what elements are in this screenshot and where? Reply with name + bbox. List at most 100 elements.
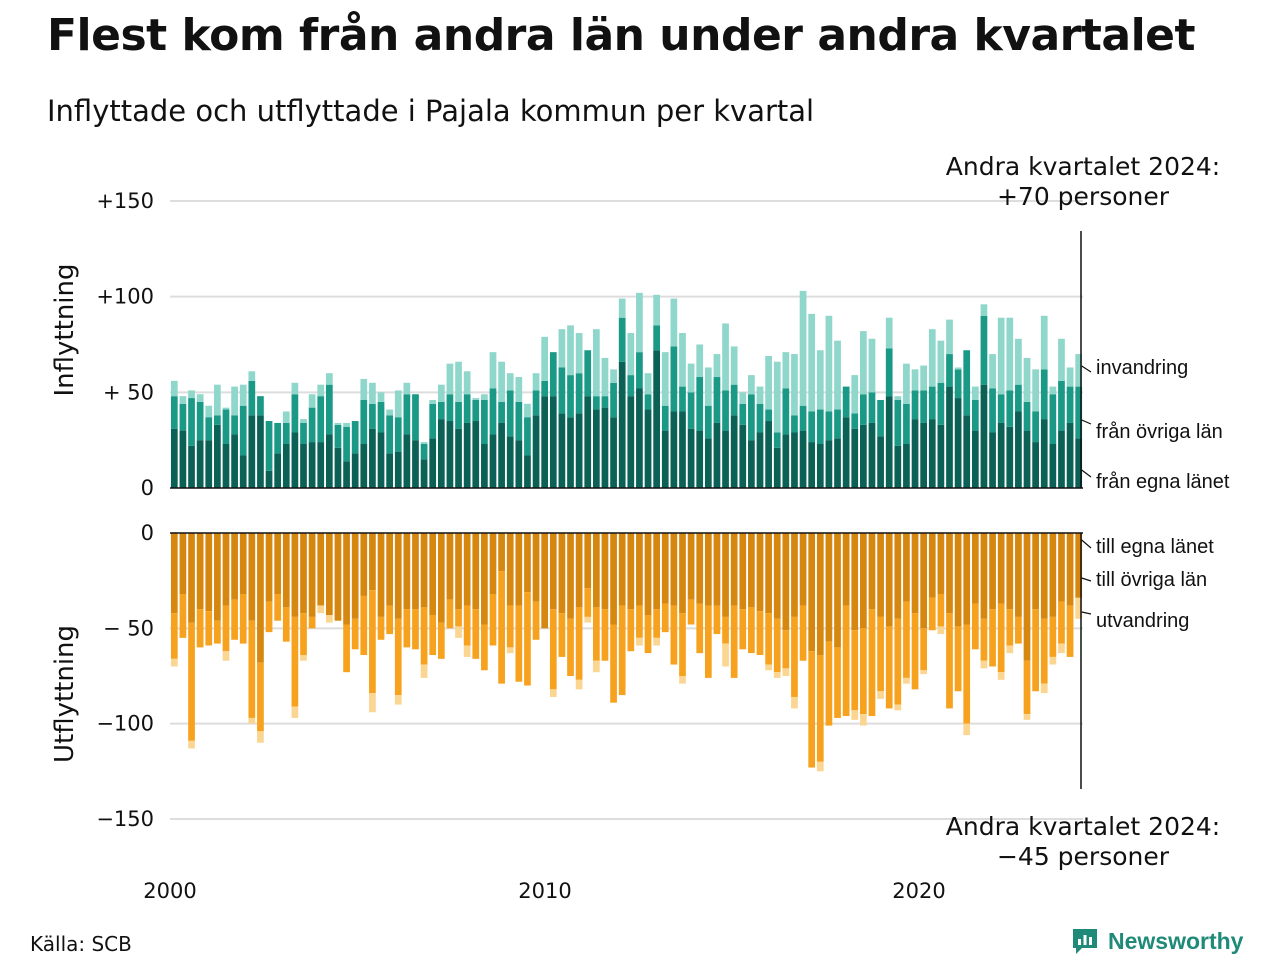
bar-in-1 (584, 350, 592, 397)
bar-in-2 (472, 398, 480, 400)
bar-out-0 (498, 533, 505, 572)
bar-out-0 (282, 533, 290, 608)
bar-out-2 (937, 626, 945, 635)
bar-out-0 (265, 533, 273, 602)
bar-in-0 (265, 470, 273, 488)
bar-in-2 (920, 365, 928, 391)
label-leader (1081, 365, 1092, 373)
bar-out-2 (894, 704, 902, 711)
bar-in-2 (567, 325, 574, 376)
bar-out-0 (1023, 533, 1031, 661)
bar-in-2 (928, 329, 936, 387)
bar-in-1 (636, 352, 643, 389)
bar-in-1 (937, 382, 945, 425)
bar-in-0 (515, 440, 523, 488)
bar-out-1 (670, 605, 678, 665)
bar-in-0 (524, 455, 531, 488)
bar-in-2 (1006, 317, 1014, 391)
bar-in-0 (394, 451, 402, 488)
bar-in-2 (679, 333, 686, 387)
brand-name: Newsworthy (1108, 927, 1244, 954)
bar-out-1 (997, 603, 1005, 673)
bar-out-2 (963, 723, 971, 736)
bar-out-0 (334, 533, 342, 621)
y-tick-bottom: −150 (96, 807, 154, 831)
bar-in-2 (498, 361, 505, 402)
bar-in-0 (679, 411, 686, 488)
bar-in-2 (610, 369, 617, 383)
series-label: från egna länet (1096, 471, 1230, 493)
bar-in-0 (420, 459, 428, 488)
bar-in-0 (860, 424, 867, 488)
bar-in-0 (601, 407, 609, 488)
bar-in-2 (317, 384, 325, 397)
bar-out-1 (980, 618, 988, 661)
bar-in-2 (748, 375, 755, 395)
bar-in-0 (842, 417, 850, 488)
bar-in-1 (515, 401, 523, 441)
bar-in-2 (851, 375, 859, 414)
bar-out-1 (455, 609, 462, 627)
bar-out-0 (360, 533, 368, 596)
bar-out-0 (437, 533, 445, 623)
bar-out-2 (300, 655, 307, 661)
bar-in-1 (791, 415, 798, 433)
bar-in-2 (885, 317, 893, 349)
bar-out-0 (937, 533, 945, 595)
bar-in-1 (351, 421, 359, 454)
bar-out-1 (592, 607, 600, 661)
bar-in-2 (1058, 338, 1065, 381)
bar-out-0 (946, 533, 953, 614)
bar-out-0 (343, 533, 350, 625)
bar-in-0 (463, 422, 471, 488)
bar-in-1 (920, 390, 928, 423)
bar-out-0 (239, 533, 247, 595)
bar-in-1 (446, 394, 454, 422)
series-label: utvandring (1096, 610, 1189, 632)
bar-in-2 (954, 367, 962, 370)
bar-in-0 (808, 442, 816, 488)
bar-out-0 (696, 533, 704, 604)
bar-in-0 (567, 417, 574, 488)
bar-in-0 (351, 453, 359, 488)
bar-in-0 (816, 443, 824, 488)
bar-out-1 (661, 603, 669, 633)
bar-in-2 (386, 409, 393, 416)
bar-in-1 (748, 394, 755, 441)
bar-in-1 (928, 386, 936, 420)
bar-out-0 (903, 533, 910, 602)
bar-in-0 (825, 440, 833, 488)
bar-out-0 (868, 533, 876, 610)
bar-in-2 (205, 405, 213, 418)
bar-out-1 (903, 601, 910, 678)
bar-out-0 (739, 533, 747, 610)
bar-out-1 (963, 624, 971, 724)
y-tick-top: +100 (96, 285, 154, 309)
bar-in-0 (1075, 438, 1083, 488)
bar-in-1 (489, 388, 497, 435)
bar-out-0 (782, 533, 790, 631)
bar-in-2 (325, 373, 333, 385)
bar-in-2 (239, 384, 247, 406)
bar-out-2 (369, 693, 376, 713)
bar-in-2 (541, 336, 549, 381)
bar-out-2 (257, 731, 264, 743)
bar-out-1 (446, 599, 454, 629)
bar-in-1 (179, 403, 187, 431)
bar-in-2 (601, 357, 609, 397)
bar-in-1 (782, 388, 790, 435)
bar-out-2 (420, 664, 428, 678)
bar-out-1 (610, 624, 617, 703)
bar-out-2 (455, 626, 462, 638)
bar-out-1 (834, 647, 841, 718)
bar-out-1 (179, 594, 187, 638)
bar-out-1 (954, 626, 962, 692)
bar-in-0 (997, 422, 1005, 488)
bar-out-1 (748, 607, 755, 654)
bar-in-0 (1015, 411, 1022, 488)
series-label: till övriga län (1096, 569, 1207, 591)
bar-out-2 (816, 761, 824, 772)
bar-in-1 (394, 417, 402, 452)
bar-out-1 (420, 607, 428, 665)
y-axis-title-bottom: Utflyttning (50, 625, 80, 763)
